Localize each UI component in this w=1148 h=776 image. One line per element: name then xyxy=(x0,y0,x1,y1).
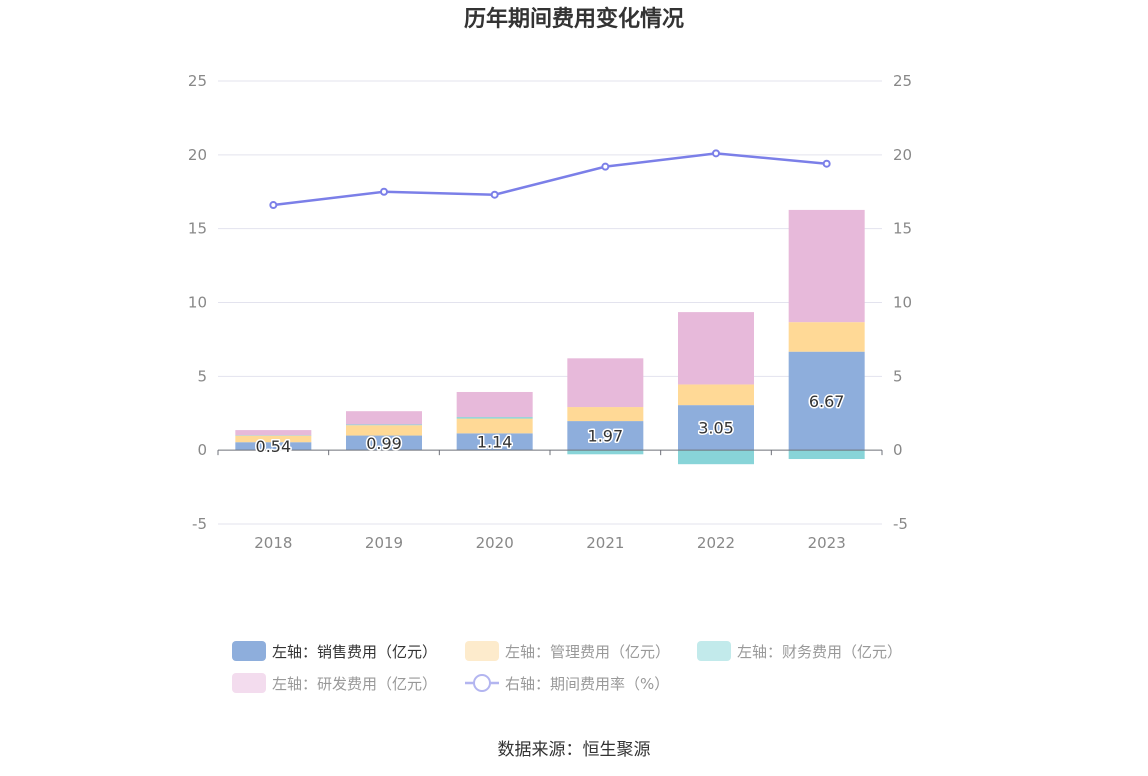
bar-value-label: 1.97 xyxy=(588,427,624,446)
legend-item[interactable]: 左轴：销售费用（亿元） xyxy=(232,641,437,661)
bar-segment xyxy=(788,351,865,451)
x-axis-tick-label: 2021 xyxy=(586,534,624,552)
rate-line-point xyxy=(601,162,610,171)
bar-segment xyxy=(678,312,754,385)
bars xyxy=(235,209,865,465)
legend-item[interactable]: 左轴：财务费用（亿元） xyxy=(697,641,902,661)
left-axis-tick-label: 10 xyxy=(188,294,207,312)
legend-swatch xyxy=(232,673,266,693)
bar-value-label: 6.67 xyxy=(809,392,845,411)
bar-value-label: 3.05 xyxy=(698,419,734,438)
x-axis-tick-label: 2018 xyxy=(254,534,292,552)
rate-line xyxy=(269,149,831,210)
x-axis-tick-label: 2019 xyxy=(365,534,403,552)
bar-segment xyxy=(456,433,533,451)
x-axis-tick-label: 2022 xyxy=(697,534,735,552)
right-axis-tick-label: 25 xyxy=(893,72,912,90)
rate-line-point xyxy=(712,149,720,158)
right-axis-tick-label: 15 xyxy=(893,220,912,238)
bar-segment xyxy=(346,424,422,426)
bar-segment xyxy=(235,430,312,436)
legend: 左轴：销售费用（亿元） 左轴：管理费用（亿元） 左轴：财务费用（亿元） 左轴：研发费用… xyxy=(232,641,902,693)
legend-label: 右轴：期间费用率（%） xyxy=(505,675,669,693)
rate-line-point xyxy=(490,190,499,199)
legend-label: 左轴：销售费用（亿元） xyxy=(272,643,437,661)
rate-line-path xyxy=(273,152,827,207)
bar-segment xyxy=(235,435,312,443)
bar-value-label: 0.54 xyxy=(256,437,292,456)
bar-segment xyxy=(678,450,754,465)
left-axis-tick-label: 0 xyxy=(197,441,207,459)
legend-label: 左轴：研发费用（亿元） xyxy=(272,675,437,693)
legend-swatch xyxy=(697,641,731,661)
bar-segment xyxy=(346,435,422,451)
bar-segment xyxy=(567,450,644,455)
bar-segment xyxy=(456,391,533,418)
bar-segment xyxy=(788,450,865,460)
left-axis-tick-label: 25 xyxy=(188,72,207,90)
axes: 25 20 15 10 5 0 -5 25 20 15 10 5 0 -5 2018 2019 2020 2021… xyxy=(188,72,912,552)
right-axis-tick-label: 10 xyxy=(893,294,912,312)
left-axis-tick-label: 20 xyxy=(188,146,207,164)
right-axis-tick-label: 20 xyxy=(893,146,912,164)
legend-label: 左轴：财务费用（亿元） xyxy=(737,643,902,661)
bar-segment xyxy=(346,411,422,425)
rate-line-point xyxy=(822,159,831,168)
source-note: 数据来源：恒生聚源 xyxy=(498,740,651,760)
bar-segment xyxy=(235,435,312,436)
right-axis-tick-label: 5 xyxy=(893,367,903,385)
bar-segment xyxy=(678,384,754,406)
legend-swatch xyxy=(465,641,499,661)
gridlines xyxy=(218,80,882,525)
legend-item[interactable]: 左轴：研发费用（亿元） xyxy=(232,673,437,693)
rate-line-point xyxy=(269,201,278,210)
bar-segment xyxy=(346,425,422,436)
legend-item[interactable]: 左轴：管理费用（亿元） xyxy=(465,641,670,661)
bar-segment xyxy=(567,421,644,451)
legend-line-marker xyxy=(473,674,491,692)
x-axis-tick-label: 2020 xyxy=(476,534,514,552)
left-axis-tick-label: -5 xyxy=(192,515,207,533)
legend-swatch xyxy=(232,641,266,661)
data-labels: 0.54 0.99 1.14 1.97 3.05 6.67 xyxy=(254,390,846,457)
bar-segment xyxy=(788,209,865,323)
bar-segment xyxy=(235,442,312,451)
left-axis-tick-label: 5 xyxy=(197,367,207,385)
bar-segment xyxy=(567,407,644,422)
legend-label: 左轴：管理费用（亿元） xyxy=(505,643,670,661)
right-axis-tick-label: 0 xyxy=(893,441,903,459)
bar-segment xyxy=(456,417,533,419)
bar-value-label: 0.99 xyxy=(366,434,402,453)
bar-segment xyxy=(456,418,533,434)
left-axis-tick-label: 15 xyxy=(188,220,207,238)
bar-segment xyxy=(678,405,754,451)
bar-segment xyxy=(567,358,644,408)
legend-item[interactable]: 右轴：期间费用率（%） xyxy=(465,674,669,693)
bar-segment xyxy=(788,322,865,352)
x-axis-tick-label: 2023 xyxy=(808,534,846,552)
chart-title: 历年期间费用变化情况 xyxy=(464,6,684,32)
bar-value-label: 1.14 xyxy=(477,433,513,452)
right-axis-tick-label: -5 xyxy=(893,515,908,533)
rate-line-point xyxy=(380,187,388,196)
